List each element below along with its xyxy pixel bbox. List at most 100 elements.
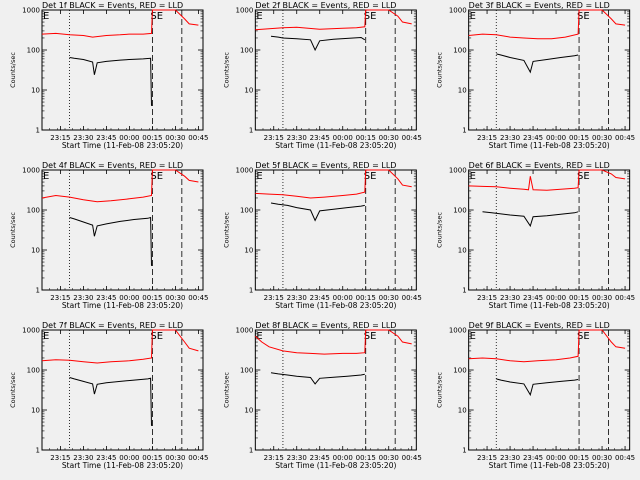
x-tick-label: 23:30 [500, 454, 520, 462]
annotation-se: SE [577, 11, 590, 22]
x-tick-label: 00:30 [379, 454, 399, 462]
x-tick-label: 00:00 [546, 134, 566, 142]
series-lld-line [255, 9, 412, 31]
x-tick-label: 23:45 [96, 134, 116, 142]
series-lld-line [41, 329, 199, 364]
x-tick-label: 23:30 [500, 294, 520, 302]
x-tick-label: 00:15 [356, 134, 376, 142]
y-tick-label: 1 [36, 127, 40, 135]
y-tick-label: 1 [462, 447, 466, 455]
y-tick-label: 10 [31, 407, 40, 415]
y-axis-label: Counts/sec [222, 212, 230, 248]
y-tick-label: 10 [244, 407, 253, 415]
plot-frame [468, 169, 631, 291]
x-tick-label: 23:30 [73, 454, 93, 462]
y-tick-label: 1 [249, 127, 253, 135]
x-tick-label: 00:15 [142, 294, 162, 302]
series-lld-line [255, 169, 412, 199]
x-tick-label: 23:15 [264, 294, 284, 302]
y-axis-label: Counts/sec [9, 52, 17, 88]
chart-panel-4: Det 4f BLACK = Events, RED = LLD 1 10 100 10… [9, 161, 208, 310]
panel-title: Det 6f BLACK = Events, RED = LLD [469, 161, 610, 170]
y-tick-label: 100 [27, 47, 40, 55]
y-tick-label: 1000 [236, 7, 254, 15]
annotation-e: E [256, 11, 262, 22]
x-tick-label: 23:30 [287, 134, 307, 142]
plot-frame [254, 9, 417, 131]
x-tick-label: 00:30 [165, 134, 185, 142]
x-tick-label: 00:45 [188, 134, 208, 142]
plot-frame [468, 9, 631, 131]
panel-title: Det 3f BLACK = Events, RED = LLD [469, 1, 610, 10]
x-tick-label: 00:15 [569, 294, 589, 302]
x-tick-label: 23:15 [50, 134, 70, 142]
series-events-line [69, 377, 152, 426]
y-tick-label: 1 [462, 127, 466, 135]
y-tick-label: 10 [458, 407, 467, 415]
x-tick-label: 23:30 [73, 134, 93, 142]
y-tick-label: 100 [453, 47, 466, 55]
y-tick-label: 1000 [449, 327, 467, 335]
x-axis-label: Start Time (11-Feb-08 23:05:20) [275, 301, 396, 310]
y-tick-label: 100 [240, 207, 253, 215]
chart-panel-2: Det 2f BLACK = Events, RED = LLD 1 10 100 10… [222, 1, 421, 150]
x-tick-label: 00:45 [615, 134, 635, 142]
x-axis-label: Start Time (11-Feb-08 23:05:20) [62, 301, 183, 310]
series-events-line [496, 53, 579, 74]
chart-panel-8: Det 8f BLACK = Events, RED = LLD 1 10 100 10… [222, 321, 421, 470]
x-tick-label: 00:45 [615, 454, 635, 462]
x-tick-label: 00:15 [569, 454, 589, 462]
series-lld-line [468, 9, 626, 40]
x-tick-label: 00:45 [615, 294, 635, 302]
y-tick-label: 1 [36, 447, 40, 455]
plot-frame [254, 169, 417, 291]
y-tick-label: 1000 [449, 167, 467, 175]
annotation-e: E [43, 11, 49, 22]
series-events-line [270, 202, 365, 222]
chart-panel-1: Det 1f BLACK = Events, RED = LLD 1 10 100 10… [9, 1, 208, 150]
chart-panel-5: Det 5f BLACK = Events, RED = LLD 1 10 100 10… [222, 161, 421, 310]
x-tick-label: 00:30 [379, 134, 399, 142]
annotation-se: SE [150, 331, 163, 342]
series-events-line [270, 35, 366, 52]
x-tick-label: 23:30 [73, 294, 93, 302]
x-tick-label: 00:15 [569, 134, 589, 142]
plot-frame [41, 9, 204, 131]
x-tick-label: 23:45 [523, 294, 543, 302]
panel-title: Det 5f BLACK = Events, RED = LLD [255, 161, 396, 170]
x-axis-label: Start Time (11-Feb-08 23:05:20) [62, 461, 183, 470]
x-tick-label: 23:15 [264, 134, 284, 142]
y-tick-label: 10 [458, 247, 467, 255]
x-tick-label: 00:30 [379, 294, 399, 302]
x-tick-label: 00:45 [402, 454, 422, 462]
annotation-e: E [470, 171, 476, 182]
x-tick-label: 00:45 [188, 294, 208, 302]
series-events-line [482, 211, 579, 228]
series-events-line [270, 372, 365, 385]
annotation-e: E [256, 331, 262, 342]
panel-title: Det 9f BLACK = Events, RED = LLD [469, 321, 610, 330]
x-tick-label: 23:45 [310, 294, 330, 302]
x-tick-label: 00:00 [119, 134, 139, 142]
y-tick-label: 1 [462, 287, 466, 295]
x-tick-label: 00:30 [592, 454, 612, 462]
plot-frame [254, 329, 417, 451]
y-tick-label: 100 [27, 207, 40, 215]
y-tick-label: 10 [31, 247, 40, 255]
y-axis-label: Counts/sec [222, 372, 230, 408]
x-tick-label: 00:45 [188, 454, 208, 462]
annotation-se: SE [150, 11, 163, 22]
annotation-se: SE [577, 171, 590, 182]
annotation-e: E [43, 331, 49, 342]
annotation-se: SE [364, 331, 377, 342]
x-axis-label: Start Time (11-Feb-08 23:05:20) [489, 301, 610, 310]
x-tick-label: 00:30 [165, 454, 185, 462]
y-tick-label: 10 [244, 87, 253, 95]
x-tick-label: 00:15 [142, 454, 162, 462]
annotation-se: SE [150, 171, 163, 182]
y-tick-label: 100 [453, 207, 466, 215]
annotation-e: E [470, 11, 476, 22]
y-axis-label: Counts/sec [436, 372, 444, 408]
x-tick-label: 00:30 [165, 294, 185, 302]
panel-title: Det 2f BLACK = Events, RED = LLD [255, 1, 396, 10]
